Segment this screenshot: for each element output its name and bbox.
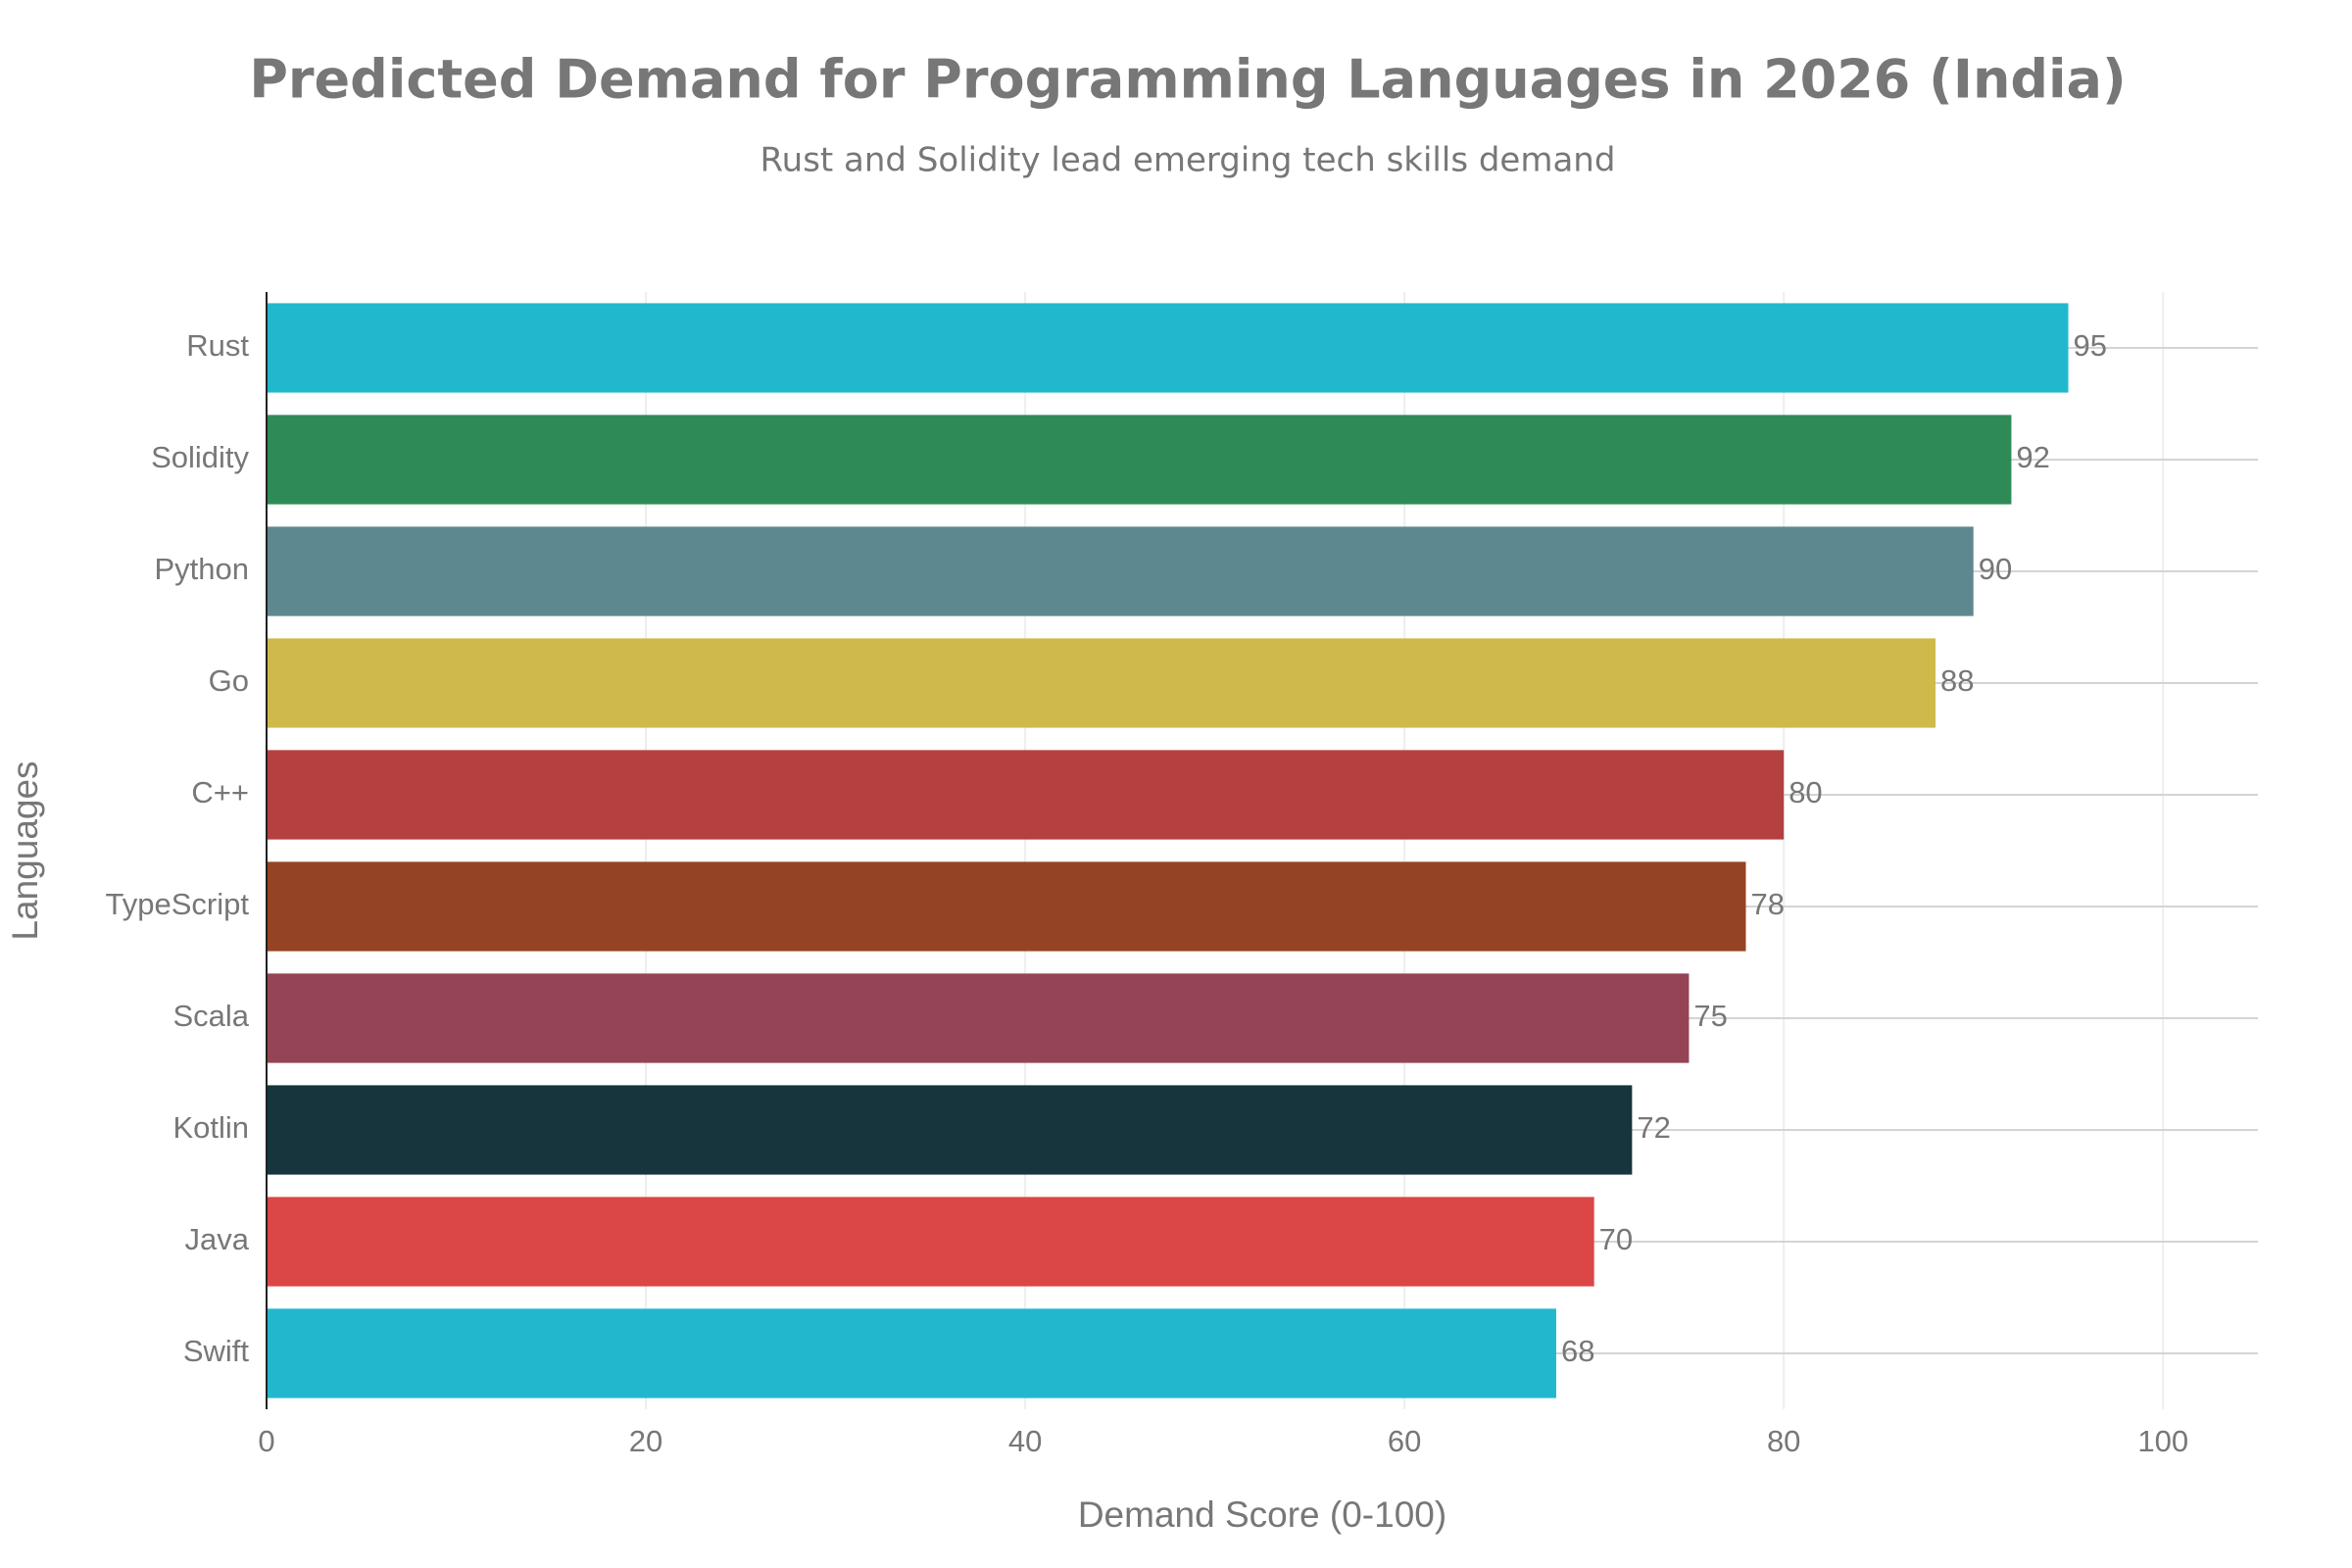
y-axis-title: Languages [5,760,45,940]
y-tick-label: Kotlin [172,1110,249,1145]
y-tick-label: Java [185,1222,250,1256]
bar [267,415,2012,505]
value-label: 70 [1599,1222,1633,1256]
x-tick-label: 100 [2137,1424,2188,1458]
x-axis-title: Demand Score (0-100) [1078,1494,1446,1535]
value-label: 75 [1693,999,1727,1033]
y-tick-label: Go [209,663,249,698]
bar [267,526,1974,616]
value-label: 92 [2016,440,2049,474]
value-label: 78 [1750,887,1784,921]
value-label: 68 [1561,1334,1594,1368]
chart-title: Predicted Demand for Programming Languag… [249,49,2126,111]
y-tick-label: Scala [172,999,249,1033]
x-tick-label: 80 [1767,1424,1800,1458]
value-label: 80 [1788,775,1822,809]
x-tick-label: 40 [1008,1424,1042,1458]
y-tick-label: Swift [183,1334,250,1368]
y-tick-label: Python [154,552,249,586]
bar [267,861,1746,952]
y-tick-label: Rust [186,328,249,363]
bar [267,973,1690,1063]
chart-subtitle: Rust and Solidity lead emerging tech ski… [760,141,1616,180]
x-tick-label: 60 [1388,1424,1421,1458]
value-label: 90 [1979,552,2012,586]
bar [267,1308,1556,1398]
bar [267,1197,1594,1287]
x-tick-label: 20 [629,1424,662,1458]
value-label: 88 [1940,663,1974,698]
value-label: 95 [2073,328,2106,363]
value-label: 72 [1637,1110,1670,1145]
bar [267,303,2069,393]
bar [267,638,1936,728]
bar [267,750,1785,840]
x-tick-label: 0 [258,1424,274,1458]
y-tick-label: C++ [191,775,249,809]
bar [267,1085,1633,1175]
y-tick-label: TypeScript [106,887,250,921]
y-tick-label: Solidity [151,440,249,474]
